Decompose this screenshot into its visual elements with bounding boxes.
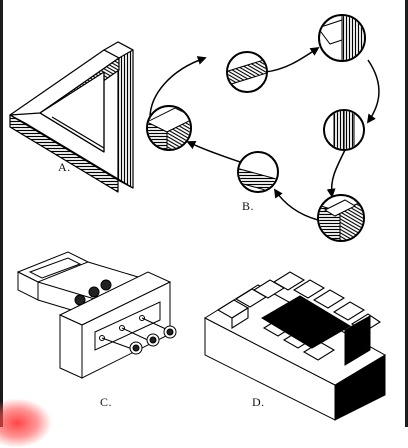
magnifier-circle-6 xyxy=(317,194,365,242)
figure-label-c: C. xyxy=(100,395,113,409)
magnifier-circle-1 xyxy=(146,105,192,151)
magnifier-circle-3 xyxy=(318,14,366,62)
figure-label-b: B. xyxy=(242,199,255,213)
figure-label-d: D. xyxy=(252,395,265,409)
magnifier-circle-2 xyxy=(226,51,268,93)
figure-label-a: A. xyxy=(58,160,71,174)
impossible-staircase xyxy=(203,271,387,421)
impossible-fork xyxy=(16,251,177,379)
magnifier-sequence xyxy=(149,47,380,221)
illustration-canvas xyxy=(9,14,387,421)
impossible-triangle xyxy=(9,41,134,193)
magnifier-circle-5 xyxy=(237,151,279,193)
magnifier-circle-4 xyxy=(323,109,365,151)
